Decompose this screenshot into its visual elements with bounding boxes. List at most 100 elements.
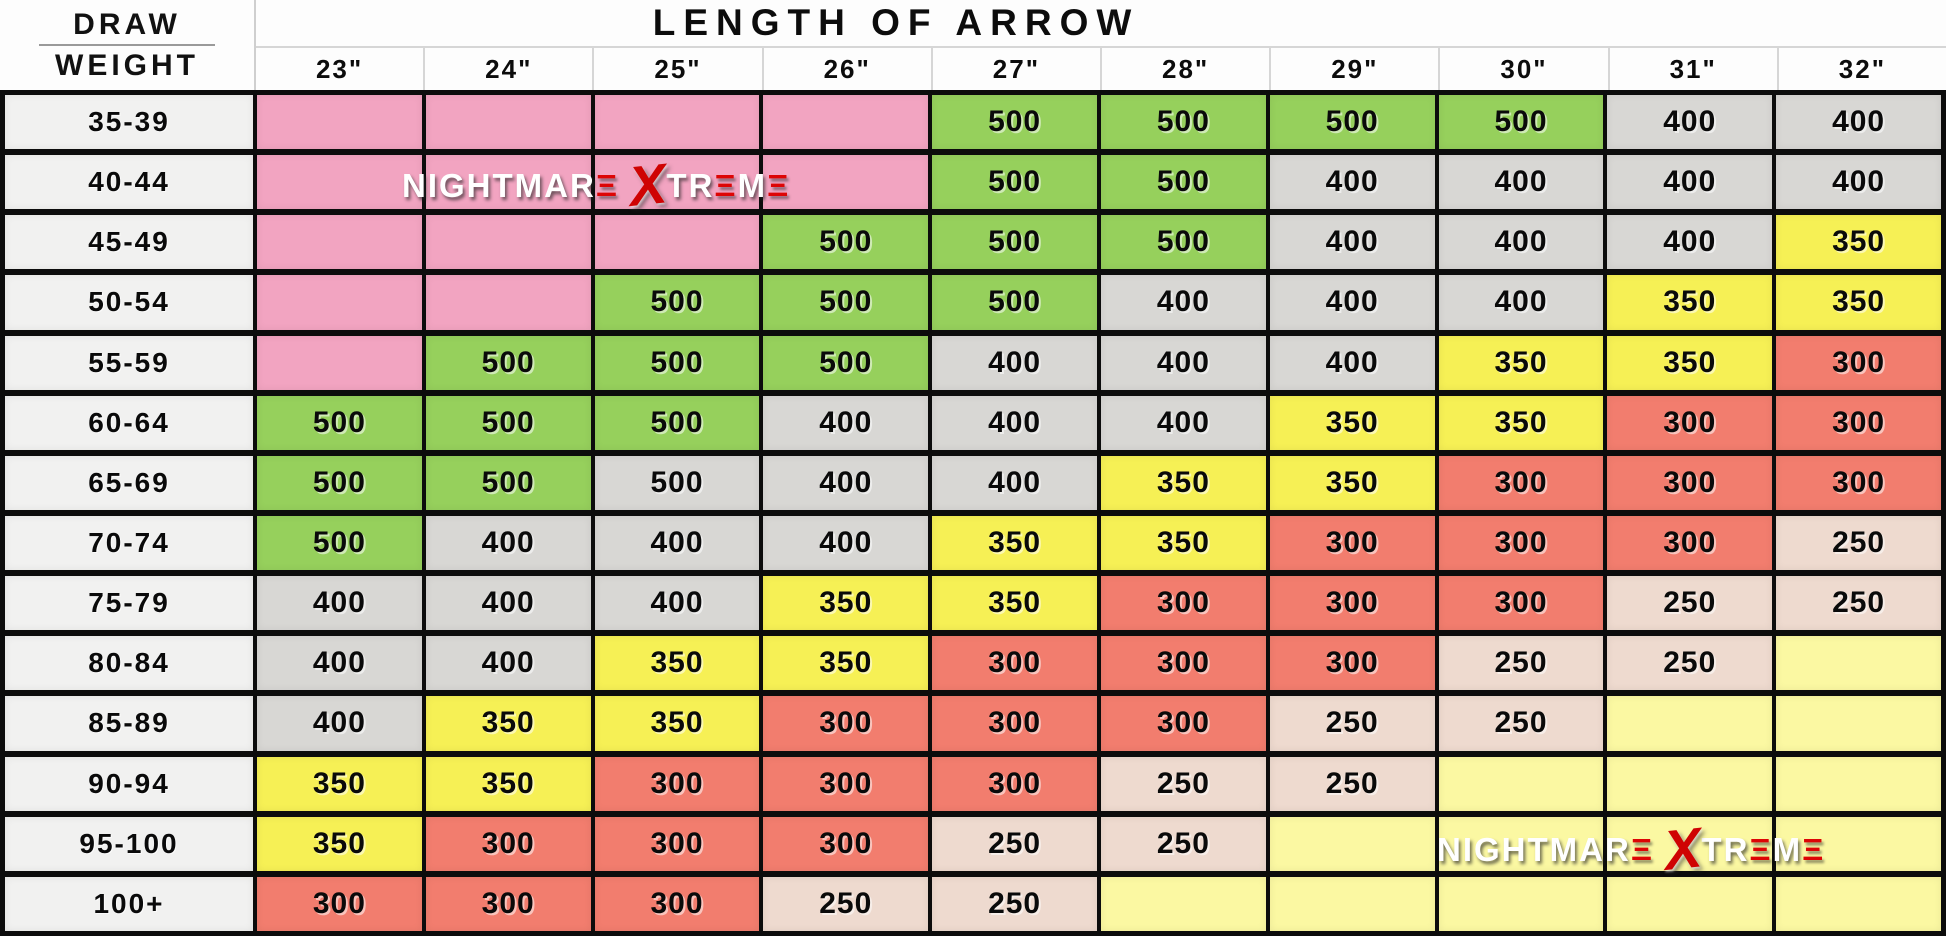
- column-header: 28": [1100, 48, 1269, 90]
- table-header: DRAW WEIGHT LENGTH OF ARROW 23" 24" 25" 26"…: [0, 0, 1946, 90]
- spine-cell: 300: [932, 636, 1097, 691]
- spine-cell: [594, 95, 760, 150]
- spine-cell: 400: [425, 515, 591, 571]
- spine-cell: 350: [594, 696, 760, 751]
- spine-cell: 400: [425, 576, 591, 631]
- spine-cell: 300: [932, 696, 1097, 751]
- spine-cell: 400: [1269, 155, 1435, 210]
- row-label: 55-59: [5, 335, 253, 390]
- spine-cell: [1101, 876, 1266, 931]
- spine-cell: 300: [425, 876, 591, 931]
- column-header: 26": [761, 48, 931, 90]
- spine-cell: 350: [1101, 455, 1266, 510]
- spine-cell: 500: [1438, 95, 1604, 150]
- spine-cell: 400: [425, 636, 591, 691]
- spine-cell: 350: [1438, 335, 1604, 390]
- spine-cell: 500: [425, 335, 591, 390]
- spine-cell: 250: [1776, 576, 1941, 631]
- row-label: 40-44: [5, 155, 253, 210]
- spine-cell: 250: [1438, 696, 1604, 751]
- spine-cell: [1776, 876, 1941, 931]
- spine-cell: 350: [425, 756, 591, 811]
- spine-cell: 400: [257, 636, 422, 691]
- spine-cell: [1438, 756, 1604, 811]
- spine-chart-grid: 35-39 500 500 500 500 400 400 40-44 500 500 400 400…: [0, 90, 1946, 936]
- spine-cell: 500: [763, 335, 929, 390]
- spine-cell: 300: [1776, 335, 1941, 390]
- spine-cell: 300: [763, 756, 929, 811]
- spine-cell: 500: [932, 155, 1097, 210]
- spine-cell: 250: [1269, 756, 1435, 811]
- spine-cell: 250: [1607, 576, 1773, 631]
- spine-cell: 400: [1438, 155, 1604, 210]
- spine-cell: [1776, 756, 1941, 811]
- spine-cell: [1776, 816, 1941, 871]
- spine-cell: 400: [1607, 155, 1773, 210]
- spine-cell: 300: [1269, 515, 1435, 571]
- spine-cell: 500: [257, 455, 422, 510]
- spine-cell: [257, 275, 422, 330]
- spine-cell: [594, 215, 760, 270]
- row-header-weight: WEIGHT: [55, 48, 199, 82]
- spine-cell: [257, 335, 422, 390]
- spine-cell: 300: [1101, 576, 1266, 631]
- row-header-draw: DRAW: [73, 8, 181, 41]
- column-headers: 23" 24" 25" 26" 27" 28" 29" 30" 31" 32": [256, 48, 1946, 90]
- spine-cell: 400: [1438, 215, 1604, 270]
- spine-cell: [1776, 696, 1941, 751]
- row-label: 90-94: [5, 756, 253, 811]
- spine-cell: 300: [594, 816, 760, 871]
- spine-cell: 300: [1607, 515, 1773, 571]
- spine-cell: [425, 215, 591, 270]
- spine-cell: 300: [1607, 455, 1773, 510]
- spine-cell: 350: [1101, 515, 1266, 571]
- spine-cell: 400: [1776, 155, 1941, 210]
- spine-cell: 300: [1776, 455, 1941, 510]
- spine-cell: 400: [257, 576, 422, 631]
- spine-cell: 350: [425, 696, 591, 751]
- spine-cell: 400: [932, 455, 1097, 510]
- spine-cell: 350: [257, 816, 422, 871]
- spine-cell: 400: [594, 515, 760, 571]
- spine-cell: 400: [1101, 395, 1266, 450]
- spine-cell: 300: [1269, 576, 1435, 631]
- spine-cell: 500: [763, 275, 929, 330]
- spine-cell: [1438, 876, 1604, 931]
- spine-cell: 300: [1438, 515, 1604, 571]
- spine-cell: 350: [1776, 275, 1941, 330]
- chart-title: LENGTH OF ARROW: [652, 2, 1140, 43]
- spine-cell: 250: [932, 816, 1097, 871]
- spine-cell: [1607, 816, 1773, 871]
- spine-cell: 400: [594, 576, 760, 631]
- spine-cell: 250: [1101, 816, 1266, 871]
- spine-cell: 300: [594, 756, 760, 811]
- spine-cell: 500: [425, 455, 591, 510]
- spine-cell: [257, 215, 422, 270]
- spine-cell: 300: [1101, 696, 1266, 751]
- spine-cell: [1269, 816, 1435, 871]
- spine-cell: 500: [932, 215, 1097, 270]
- spine-cell: [763, 155, 929, 210]
- spine-cell: 400: [932, 335, 1097, 390]
- spine-cell: 250: [1776, 515, 1941, 571]
- spine-cell: 400: [1269, 335, 1435, 390]
- spine-cell: 350: [1607, 335, 1773, 390]
- spine-cell: 300: [763, 816, 929, 871]
- spine-cell: 500: [594, 455, 760, 510]
- row-label: 35-39: [5, 95, 253, 150]
- spine-cell: 500: [594, 335, 760, 390]
- column-header: 31": [1607, 48, 1777, 90]
- spine-cell: 500: [257, 515, 422, 571]
- column-header: 27": [930, 48, 1100, 90]
- spine-cell: [1607, 696, 1773, 751]
- spine-cell: 400: [1607, 95, 1773, 150]
- spine-cell: [425, 95, 591, 150]
- spine-cell: 500: [763, 215, 929, 270]
- spine-cell: [1438, 816, 1604, 871]
- spine-cell: 250: [932, 876, 1097, 931]
- row-label: 95-100: [5, 816, 253, 871]
- spine-cell: 400: [763, 395, 929, 450]
- spine-cell: 400: [763, 515, 929, 571]
- spine-cell: 400: [1101, 335, 1266, 390]
- row-label: 70-74: [5, 515, 253, 571]
